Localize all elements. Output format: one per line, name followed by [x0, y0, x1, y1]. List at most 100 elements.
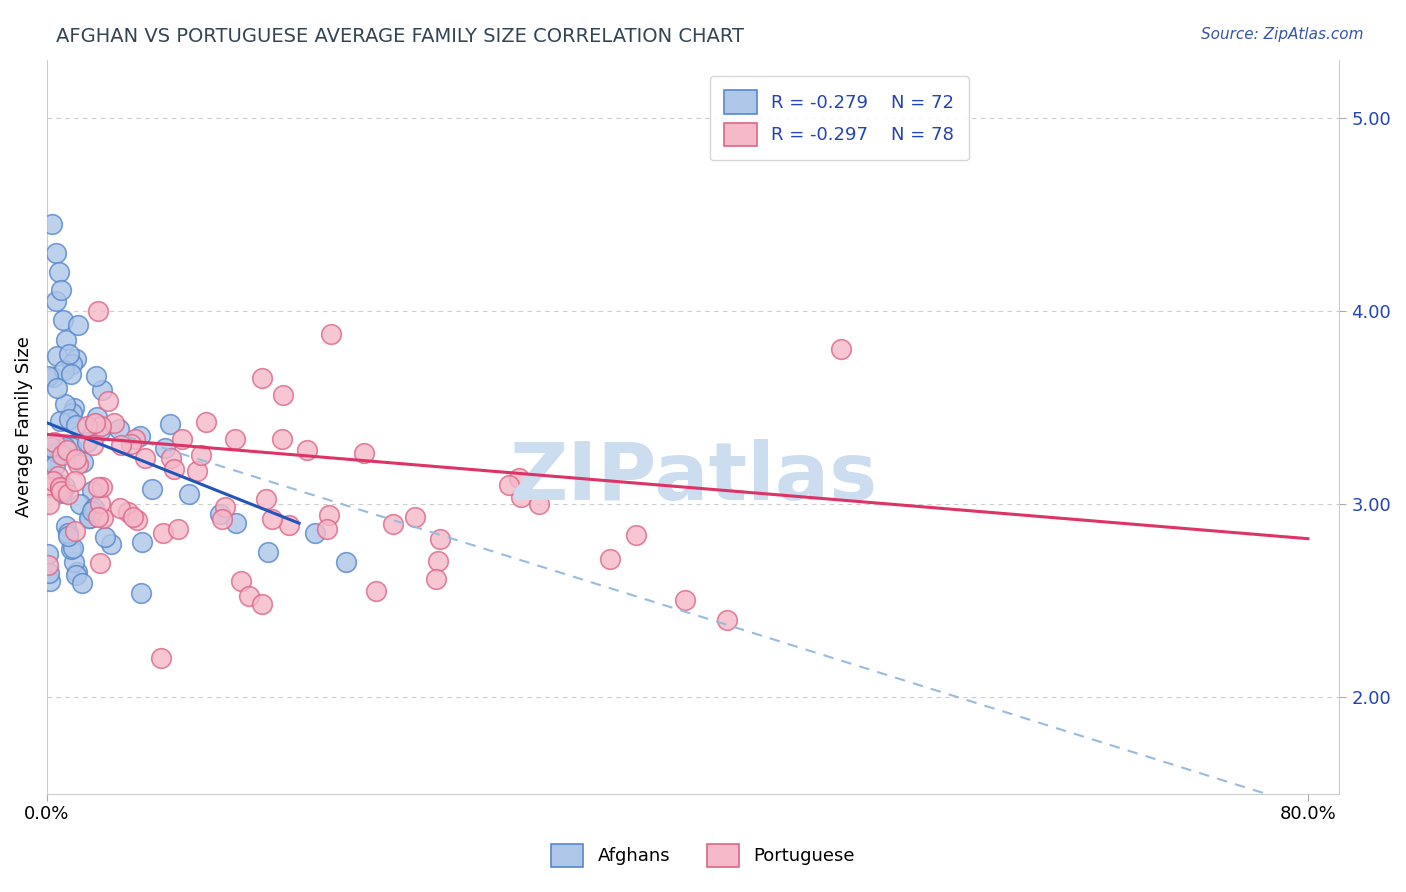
Point	[48, 414, 70, 428]
Point	[67, 318, 90, 332]
Point	[252, 370, 274, 384]
Point	[82, 504, 104, 518]
Point	[91, 480, 114, 494]
Point	[624, 527, 647, 541]
Point	[271, 388, 294, 402]
Point	[63, 555, 86, 569]
Point	[84, 368, 107, 383]
Point	[45, 294, 67, 309]
Point	[211, 512, 233, 526]
Point	[404, 509, 426, 524]
Point	[53, 480, 76, 494]
Point	[62, 357, 84, 371]
Point	[53, 363, 76, 377]
Point	[159, 417, 181, 431]
Point	[72, 575, 94, 590]
Point	[44, 458, 66, 473]
Point	[69, 498, 91, 512]
Point	[90, 384, 112, 398]
Point	[76, 435, 98, 450]
Point	[79, 511, 101, 525]
Point	[225, 516, 247, 531]
Point	[38, 458, 60, 472]
Point	[48, 477, 70, 491]
Point	[166, 522, 188, 536]
Point	[134, 451, 156, 466]
Point	[295, 443, 318, 458]
Point	[49, 480, 72, 494]
Point	[65, 352, 87, 367]
Point	[127, 513, 149, 527]
Point	[131, 534, 153, 549]
Point	[252, 597, 274, 611]
Point	[82, 437, 104, 451]
Point	[37, 547, 59, 561]
Point	[107, 421, 129, 435]
Point	[110, 438, 132, 452]
Point	[117, 505, 139, 519]
Point	[150, 651, 173, 665]
Point	[89, 425, 111, 439]
Point	[254, 492, 277, 507]
Point	[37, 558, 59, 573]
Point	[42, 434, 65, 449]
Point	[41, 217, 63, 231]
Point	[65, 417, 87, 432]
Point	[170, 432, 193, 446]
Point	[89, 496, 111, 510]
Point	[66, 565, 89, 579]
Point	[51, 283, 73, 297]
Point	[353, 446, 375, 460]
Point	[87, 303, 110, 318]
Text: Source: ZipAtlas.com: Source: ZipAtlas.com	[1201, 27, 1364, 42]
Point	[425, 572, 447, 586]
Point	[56, 525, 79, 540]
Point	[93, 530, 115, 544]
Point	[260, 511, 283, 525]
Point	[224, 432, 246, 446]
Point	[58, 411, 80, 425]
Text: AFGHAN VS PORTUGUESE AVERAGE FAMILY SIZE CORRELATION CHART: AFGHAN VS PORTUGUESE AVERAGE FAMILY SIZE…	[56, 27, 744, 45]
Point	[63, 401, 86, 416]
Point	[60, 406, 83, 420]
Point	[830, 343, 852, 357]
Point	[131, 586, 153, 600]
Point	[120, 436, 142, 450]
Point	[58, 486, 80, 500]
Point	[229, 574, 252, 589]
Point	[335, 555, 357, 569]
Point	[124, 433, 146, 447]
Point	[51, 448, 73, 462]
Point	[59, 542, 82, 557]
Point	[673, 593, 696, 607]
Point	[382, 516, 405, 531]
Point	[72, 455, 94, 469]
Point	[51, 486, 73, 500]
Point	[41, 369, 63, 384]
Point	[153, 442, 176, 456]
Point	[508, 470, 530, 484]
Point	[46, 469, 69, 483]
Point	[56, 529, 79, 543]
Point	[90, 419, 112, 434]
Point	[42, 475, 65, 489]
Point	[129, 429, 152, 443]
Point	[97, 394, 120, 409]
Point	[529, 497, 551, 511]
Point	[59, 441, 82, 455]
Point	[141, 482, 163, 496]
Point	[87, 480, 110, 494]
Point	[304, 525, 326, 540]
Point	[214, 500, 236, 515]
Point	[58, 347, 80, 361]
Point	[177, 487, 200, 501]
Point	[87, 510, 110, 524]
Point	[80, 483, 103, 498]
Point	[45, 245, 67, 260]
Point	[91, 510, 114, 524]
Point	[186, 464, 208, 478]
Point	[209, 507, 232, 521]
Point	[63, 524, 86, 539]
Point	[46, 349, 69, 363]
Point	[55, 442, 77, 457]
